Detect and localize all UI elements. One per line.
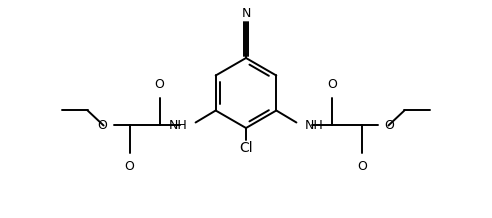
Text: O: O <box>328 78 338 92</box>
Text: Cl: Cl <box>239 141 253 155</box>
Text: O: O <box>154 78 164 92</box>
Text: O: O <box>124 160 134 172</box>
Text: O: O <box>358 160 368 172</box>
Text: O: O <box>98 119 108 132</box>
Text: NH: NH <box>305 119 323 132</box>
Text: N: N <box>241 7 251 20</box>
Text: O: O <box>384 119 394 132</box>
Text: NH: NH <box>169 119 187 132</box>
